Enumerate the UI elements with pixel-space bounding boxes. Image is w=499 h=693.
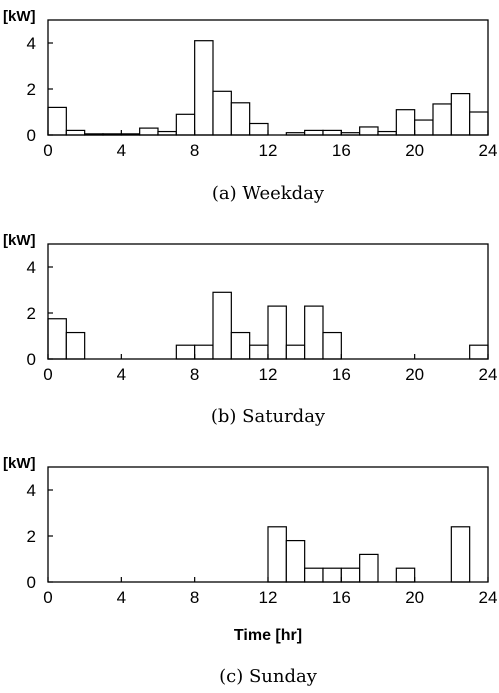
x-tick-label: 8 bbox=[190, 588, 199, 607]
bar-sunday-hour-15 bbox=[322, 567, 342, 583]
bar-saturday-hour-7 bbox=[175, 344, 196, 360]
chart-caption: (b) Saturday bbox=[211, 406, 326, 427]
bar-weekday-hour-23 bbox=[469, 111, 489, 136]
x-tick-label: 20 bbox=[405, 141, 424, 160]
y-tick-label: 2 bbox=[27, 527, 36, 546]
x-tick-label: 20 bbox=[405, 365, 424, 384]
bar-weekday-hour-1 bbox=[65, 129, 86, 136]
bar-saturday-hour-15 bbox=[322, 331, 342, 360]
bar-saturday-hour-13 bbox=[285, 344, 306, 360]
bar-saturday-hour-14 bbox=[304, 305, 324, 360]
x-tick-label: 0 bbox=[43, 365, 52, 384]
x-tick-label: 24 bbox=[479, 365, 498, 384]
x-tick-label: 24 bbox=[479, 588, 498, 607]
x-tick-label: 8 bbox=[190, 141, 199, 160]
y-tick-label: 2 bbox=[27, 80, 36, 99]
x-tick-label: 4 bbox=[117, 588, 126, 607]
y-axis-unit: [kW] bbox=[3, 232, 36, 249]
x-tick-label: 20 bbox=[405, 588, 424, 607]
y-tick-label: 4 bbox=[27, 258, 36, 277]
bar-weekday-hour-7 bbox=[175, 113, 196, 136]
bar-sunday-hour-13 bbox=[285, 539, 306, 583]
bar-saturday-hour-8 bbox=[194, 344, 214, 360]
bar-sunday-hour-12 bbox=[267, 526, 287, 583]
bar-weekday-hour-11 bbox=[249, 122, 269, 136]
bar-saturday-hour-1 bbox=[65, 331, 86, 360]
y-tick-label: 0 bbox=[27, 573, 36, 592]
bar-weekday-hour-14 bbox=[304, 129, 324, 136]
bar-weekday-hour-20 bbox=[414, 119, 434, 136]
y-tick-label: 4 bbox=[27, 481, 36, 500]
bar-weekday-hour-22 bbox=[450, 92, 471, 136]
bar-weekday-hour-5 bbox=[139, 127, 159, 136]
chart-caption: (c) Sunday bbox=[219, 666, 318, 687]
bar-saturday-hour-10 bbox=[230, 331, 251, 360]
bar-sunday-hour-22 bbox=[450, 526, 471, 583]
bar-weekday-hour-21 bbox=[432, 103, 452, 136]
x-tick-label: 16 bbox=[332, 588, 351, 607]
x-tick-label: 0 bbox=[43, 588, 52, 607]
bar-weekday-hour-17 bbox=[359, 126, 379, 136]
bar-weekday-hour-19 bbox=[395, 109, 416, 136]
x-tick-label: 12 bbox=[259, 141, 278, 160]
x-tick-label: 0 bbox=[43, 141, 52, 160]
bar-weekday-hour-9 bbox=[212, 90, 232, 136]
x-tick-label: 16 bbox=[332, 141, 351, 160]
x-axis-title: Time [hr] bbox=[234, 627, 302, 644]
y-tick-label: 4 bbox=[27, 34, 36, 53]
y-tick-label: 0 bbox=[27, 126, 36, 145]
bar-sunday-hour-17 bbox=[359, 553, 379, 583]
x-tick-label: 12 bbox=[259, 588, 278, 607]
bar-saturday-hour-9 bbox=[212, 291, 232, 360]
x-tick-label: 24 bbox=[479, 141, 498, 160]
bar-sunday-hour-16 bbox=[340, 567, 361, 583]
x-tick-label: 12 bbox=[259, 365, 278, 384]
bar-weekday-hour-0 bbox=[47, 106, 67, 136]
bar-saturday-hour-11 bbox=[249, 344, 269, 360]
bar-weekday-hour-10 bbox=[230, 102, 251, 136]
y-tick-label: 0 bbox=[27, 350, 36, 369]
x-tick-label: 8 bbox=[190, 365, 199, 384]
bar-sunday-hour-14 bbox=[304, 567, 324, 583]
x-tick-label: 16 bbox=[332, 365, 351, 384]
y-axis-unit: [kW] bbox=[3, 455, 36, 472]
plot-frame bbox=[47, 19, 489, 136]
chart-caption: (a) Weekday bbox=[212, 183, 325, 204]
x-tick-label: 4 bbox=[117, 365, 126, 384]
bar-weekday-hour-15 bbox=[322, 129, 342, 136]
bar-weekday-hour-8 bbox=[194, 40, 214, 136]
bar-saturday-hour-23 bbox=[469, 344, 489, 360]
bar-saturday-hour-0 bbox=[47, 318, 67, 360]
y-tick-label: 2 bbox=[27, 304, 36, 323]
x-tick-label: 4 bbox=[117, 141, 126, 160]
bar-saturday-hour-12 bbox=[267, 305, 287, 360]
bar-sunday-hour-19 bbox=[395, 567, 416, 583]
y-axis-unit: [kW] bbox=[3, 8, 36, 25]
